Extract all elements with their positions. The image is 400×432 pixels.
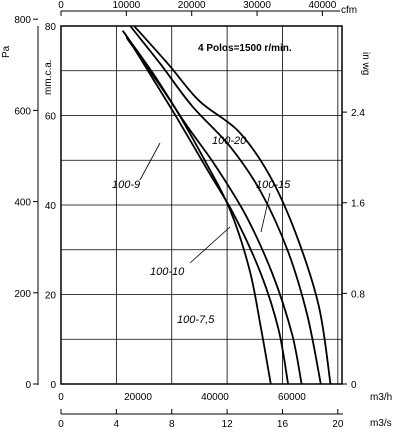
- leader-100-15: [260, 192, 271, 233]
- cfm-tick-label: 20000: [178, 0, 206, 11]
- m3s-tick-label: 0: [58, 419, 64, 430]
- pa-tick-label: 600: [14, 106, 31, 117]
- m3h-unit-label: m3/h: [370, 392, 392, 403]
- m3s-tick-label: 8: [169, 419, 175, 430]
- pa-tick-label: 800: [14, 15, 31, 26]
- m3h-tick-label: 60000: [278, 392, 306, 403]
- bottom-m3s-axis: 0 4 8 12 16 20 m3/s: [58, 409, 392, 430]
- mmca-axis: mm.c.a. 0 20 40 60 80: [43, 22, 56, 391]
- curve-label-100-20: 100-20: [212, 135, 247, 147]
- m3s-tick-label: 4: [114, 419, 120, 430]
- curve-label-100-9: 100-9: [112, 179, 140, 191]
- bottom-m3h-axis: 0 20000 40000 60000 m3/h: [58, 392, 392, 403]
- cfm-tick-label: 0: [58, 0, 64, 11]
- m3s-tick-label: 16: [277, 419, 289, 430]
- curve-label-100-15: 100-15: [256, 179, 291, 191]
- mmca-tick-label: 60: [45, 112, 57, 123]
- grid-lines: [61, 26, 342, 384]
- cfm-tick-label: 10000: [112, 0, 140, 11]
- m3h-tick-label: 0: [58, 392, 64, 403]
- curve-100-7-5: [125, 36, 272, 385]
- m3s-unit-label: m3/s: [370, 418, 392, 429]
- mmca-tick-label: 20: [45, 291, 57, 302]
- inwg-tick-label: 0: [351, 380, 357, 391]
- pa-tick-label: 400: [14, 198, 31, 209]
- cfm-tick-label: 40000: [308, 0, 336, 11]
- leader-100-9: [139, 142, 161, 181]
- inwg-tick-label: 0.8: [351, 289, 365, 300]
- curve-100-15: [129, 25, 322, 385]
- pa-tick-label: 0: [25, 380, 31, 391]
- inwg-tick-label: 1.6: [351, 199, 365, 210]
- curve-labels: 100-20 100-15 100-9 100-10 100-7,5: [112, 135, 291, 326]
- cfm-unit-label: cfm: [341, 5, 357, 16]
- top-cfm-axis: 0 10000 20000 30000 40000 cfm: [58, 0, 357, 16]
- inwg-unit-label: in wg: [360, 52, 371, 75]
- curve-100-20: [133, 25, 332, 385]
- m3s-tick-label: 20: [332, 419, 344, 430]
- pa-tick-label: 200: [14, 289, 31, 300]
- curve-100-9: [123, 32, 289, 385]
- curve-100-10: [121, 30, 303, 385]
- inwg-tick-label: 2.4: [351, 108, 365, 119]
- curves: [121, 25, 332, 385]
- mmca-tick-label: 0: [50, 380, 56, 391]
- cfm-tick-label: 30000: [243, 0, 271, 11]
- mmca-unit-label: mm.c.a.: [43, 59, 54, 95]
- m3h-tick-label: 20000: [124, 392, 152, 403]
- mmca-tick-label: 40: [45, 201, 57, 212]
- speed-note: 4 Polos=1500 r/min.: [198, 43, 292, 54]
- m3s-tick-label: 12: [222, 419, 234, 430]
- left-pa-axis: 0 200 400 600 800 Pa: [1, 15, 39, 391]
- leader-100-10: [189, 226, 231, 264]
- right-inwg-axis: 0 0.8 1.6 2.4 in wg: [342, 52, 371, 391]
- curve-label-100-7-5: 100-7,5: [177, 314, 215, 326]
- pa-unit-label: Pa: [1, 45, 12, 58]
- curve-label-100-10: 100-10: [150, 266, 185, 278]
- m3h-tick-label: 40000: [201, 392, 229, 403]
- mmca-tick-label: 80: [45, 22, 57, 33]
